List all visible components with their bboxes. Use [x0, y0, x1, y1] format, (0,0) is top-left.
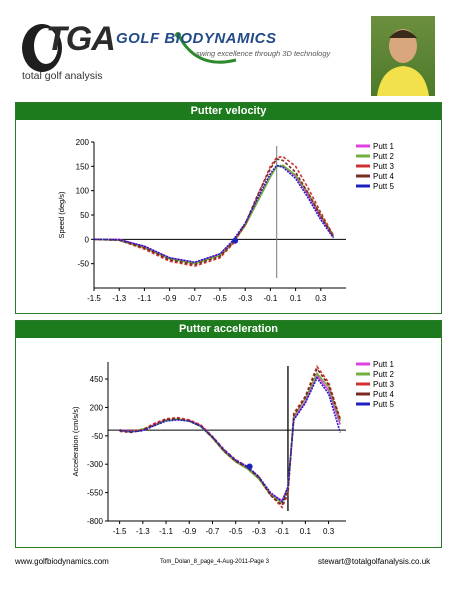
x-tick-label: 0.1	[290, 294, 302, 303]
tga-swoosh-icon	[22, 24, 62, 72]
x-tick-label: -0.9	[182, 527, 196, 536]
y-tick-label: 200	[76, 138, 90, 147]
y-tick-label: -300	[87, 460, 104, 469]
legend-label-putt-3: Putt 3	[373, 380, 394, 389]
y-tick-label: -800	[87, 517, 104, 526]
legend-label-putt-1: Putt 1	[373, 142, 394, 151]
series-line-putt-3	[93, 155, 335, 267]
legend-label-putt-4: Putt 4	[373, 390, 394, 399]
velocity-chart: -50 0 50 100 150 200 -1.5 -1.3 -1.1 -0.9 -0.7 -0.5 -…	[57, 138, 394, 303]
y-tick-label: 100	[76, 187, 90, 196]
acceleration-chart: -800 -550 -300 -50 200 450 -1.5 -1.3 -1.1 -0.9 -0.…	[71, 360, 394, 536]
coach-photo	[371, 16, 435, 96]
y-axis-label: Speed (deg/s)	[57, 191, 66, 239]
velocity-panel: Putter velocity -50 0 50 100 150 200 -1.5 -1.3-…	[15, 102, 442, 314]
legend-label-putt-1: Putt 1	[373, 360, 394, 369]
y-tick-label: -550	[87, 489, 104, 498]
series-line-putt-3	[119, 364, 341, 509]
x-tick-label: -1.5	[113, 527, 127, 536]
tga-subtitle: total golf analysis	[22, 70, 103, 82]
x-tick-label: -0.5	[229, 527, 243, 536]
y-tick-label: -50	[91, 432, 103, 441]
acceleration-panel: Putter acceleration -800 -550 -300 -50 200 45…	[15, 320, 442, 548]
velocity-chart-title: Putter velocity	[16, 103, 441, 120]
tga-logo	[20, 20, 100, 90]
y-tick-label: -50	[77, 260, 89, 269]
x-tick-label: -0.1	[264, 294, 278, 303]
x-tick-label: 0.3	[323, 527, 335, 536]
x-tick-label: -0.9	[163, 294, 177, 303]
footer-email[interactable]: stewart@totalgolfanalysis.co.uk	[318, 557, 431, 566]
series-line-putt-4	[93, 158, 335, 266]
x-tick-label: -0.3	[238, 294, 252, 303]
x-tick-label: -1.3	[136, 527, 150, 536]
legend-label-putt-2: Putt 2	[373, 152, 394, 161]
legend-label-putt-5: Putt 5	[373, 182, 394, 191]
y-tick-label: 450	[90, 375, 104, 384]
golf-biodynamics-tagline: swing excellence through 3D technology	[196, 49, 331, 58]
legend-label-putt-3: Putt 3	[373, 162, 394, 171]
acceleration-chart-title: Putter acceleration	[16, 321, 441, 338]
y-tick-label: 50	[80, 211, 89, 220]
swoosh-icon	[175, 32, 237, 64]
x-tick-label: -0.5	[213, 294, 227, 303]
footer-website[interactable]: www.golfbiodynamics.com	[15, 557, 109, 566]
x-tick-label: -0.1	[275, 527, 289, 536]
y-tick-label: 0	[85, 235, 90, 244]
transition-point	[232, 237, 239, 244]
series-line-putt-5	[93, 164, 335, 264]
x-tick-label: -0.3	[252, 527, 266, 536]
series-line-putt-5	[119, 376, 341, 503]
x-tick-label: -1.3	[112, 294, 126, 303]
legend-label-putt-2: Putt 2	[373, 370, 394, 379]
golf-biodynamics-logo: GOLF BIODYNAMICS swing excellence throug…	[116, 30, 366, 75]
x-tick-label: 0.1	[300, 527, 312, 536]
tga-logo-text: TGA	[46, 20, 116, 58]
footer-page-info: Tom_Dolan_8_page_4-Aug-2011-Page 3	[160, 559, 269, 565]
y-tick-label: 200	[90, 403, 104, 412]
y-tick-label: 150	[76, 162, 90, 171]
series-line-putt-1	[94, 165, 335, 264]
x-tick-label: 0.3	[315, 294, 327, 303]
x-tick-label: -1.1	[138, 294, 152, 303]
series-line-putt-4	[119, 367, 341, 507]
x-tick-label: -1.5	[87, 294, 101, 303]
x-tick-label: -1.1	[159, 527, 173, 536]
x-tick-label: -0.7	[188, 294, 202, 303]
legend-label-putt-5: Putt 5	[373, 400, 394, 409]
person-icon	[377, 29, 429, 96]
golf-biodynamics-title: GOLF BIODYNAMICS	[116, 30, 277, 47]
y-axis-label: Acceleration (cm/s/s)	[71, 406, 80, 477]
legend-label-putt-4: Putt 4	[373, 172, 394, 181]
x-tick-label: -0.7	[206, 527, 220, 536]
report-header: TGA total golf analysis GOLF BIODYNAMICS…	[0, 0, 455, 100]
transition-point	[246, 463, 253, 470]
